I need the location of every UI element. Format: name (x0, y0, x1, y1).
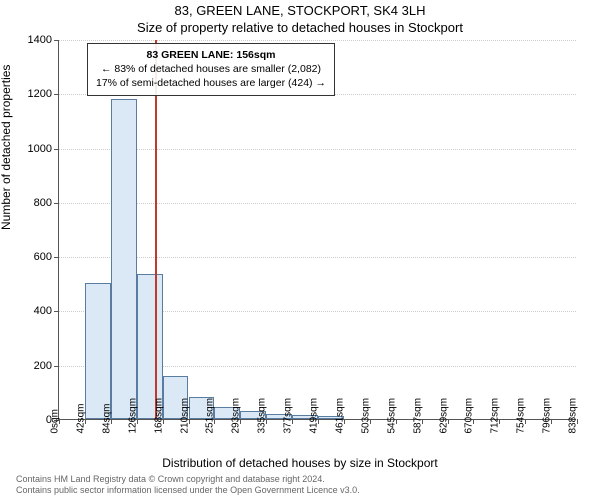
ytick-mark (54, 257, 59, 258)
ytick-mark (54, 203, 59, 204)
address-title: 83, GREEN LANE, STOCKPORT, SK4 3LH (0, 3, 600, 18)
ytick-label: 800 (12, 197, 52, 209)
ytick-mark (54, 311, 59, 312)
annotation-line1: 83 GREEN LANE: 156sqm (96, 48, 326, 62)
x-axis-label: Distribution of detached houses by size … (0, 456, 600, 470)
ytick-label: 1000 (12, 143, 52, 155)
annotation-box: 83 GREEN LANE: 156sqm ← 83% of detached … (87, 43, 335, 96)
figure: 83, GREEN LANE, STOCKPORT, SK4 3LH Size … (0, 0, 600, 500)
annotation-line2: ← 83% of detached houses are smaller (2,… (96, 62, 326, 76)
footer-line2: Contains public sector information licen… (16, 485, 360, 496)
reference-line (155, 40, 157, 419)
gridline (59, 40, 576, 41)
ytick-mark (54, 366, 59, 367)
histogram-bar (85, 283, 111, 419)
footer: Contains HM Land Registry data © Crown c… (16, 474, 360, 497)
histogram-bar (111, 99, 137, 419)
ytick-label: 600 (12, 251, 52, 263)
ytick-label: 1400 (12, 34, 52, 46)
footer-line1: Contains HM Land Registry data © Crown c… (16, 474, 360, 485)
plot-area: 83 GREEN LANE: 156sqm ← 83% of detached … (58, 40, 576, 420)
ytick-mark (54, 94, 59, 95)
ytick-mark (54, 40, 59, 41)
ytick-label: 1200 (12, 88, 52, 100)
ytick-label: 400 (12, 305, 52, 317)
annotation-line3: 17% of semi-detached houses are larger (… (96, 76, 326, 90)
ytick-label: 200 (12, 360, 52, 372)
ytick-mark (54, 149, 59, 150)
ytick-label: 0 (12, 414, 52, 426)
subtitle: Size of property relative to detached ho… (0, 20, 600, 35)
